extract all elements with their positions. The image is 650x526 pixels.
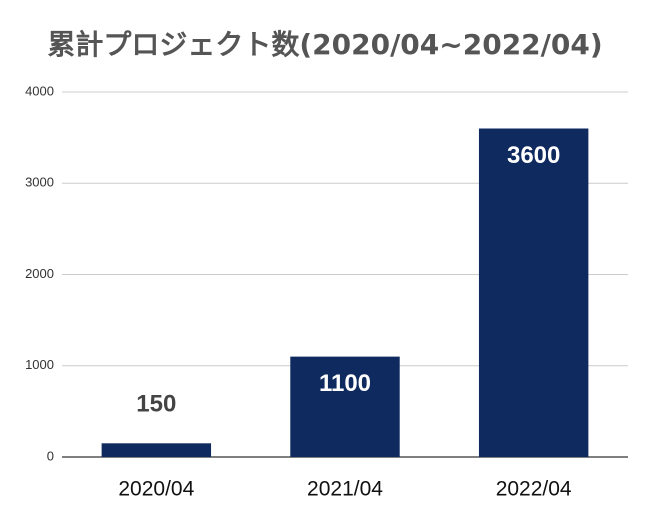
- value-label: 150: [136, 391, 176, 418]
- x-tick-label: 2022/04: [496, 478, 572, 501]
- x-tick-label: 2021/04: [307, 478, 383, 501]
- value-label: 3600: [507, 142, 560, 169]
- y-tick-label: 0: [47, 448, 54, 463]
- chart-title: 累計プロジェクト数(2020/04~2022/04): [47, 28, 602, 61]
- y-tick-label: 4000: [25, 83, 54, 98]
- value-label: 1100: [319, 370, 371, 397]
- y-tick-label: 3000: [25, 175, 54, 190]
- y-tick-label: 1000: [25, 357, 54, 372]
- x-tick-label: 2020/04: [118, 478, 194, 501]
- y-tick-label: 2000: [25, 266, 54, 281]
- bar: [290, 356, 400, 457]
- bar: [478, 128, 589, 457]
- bar: [101, 443, 212, 457]
